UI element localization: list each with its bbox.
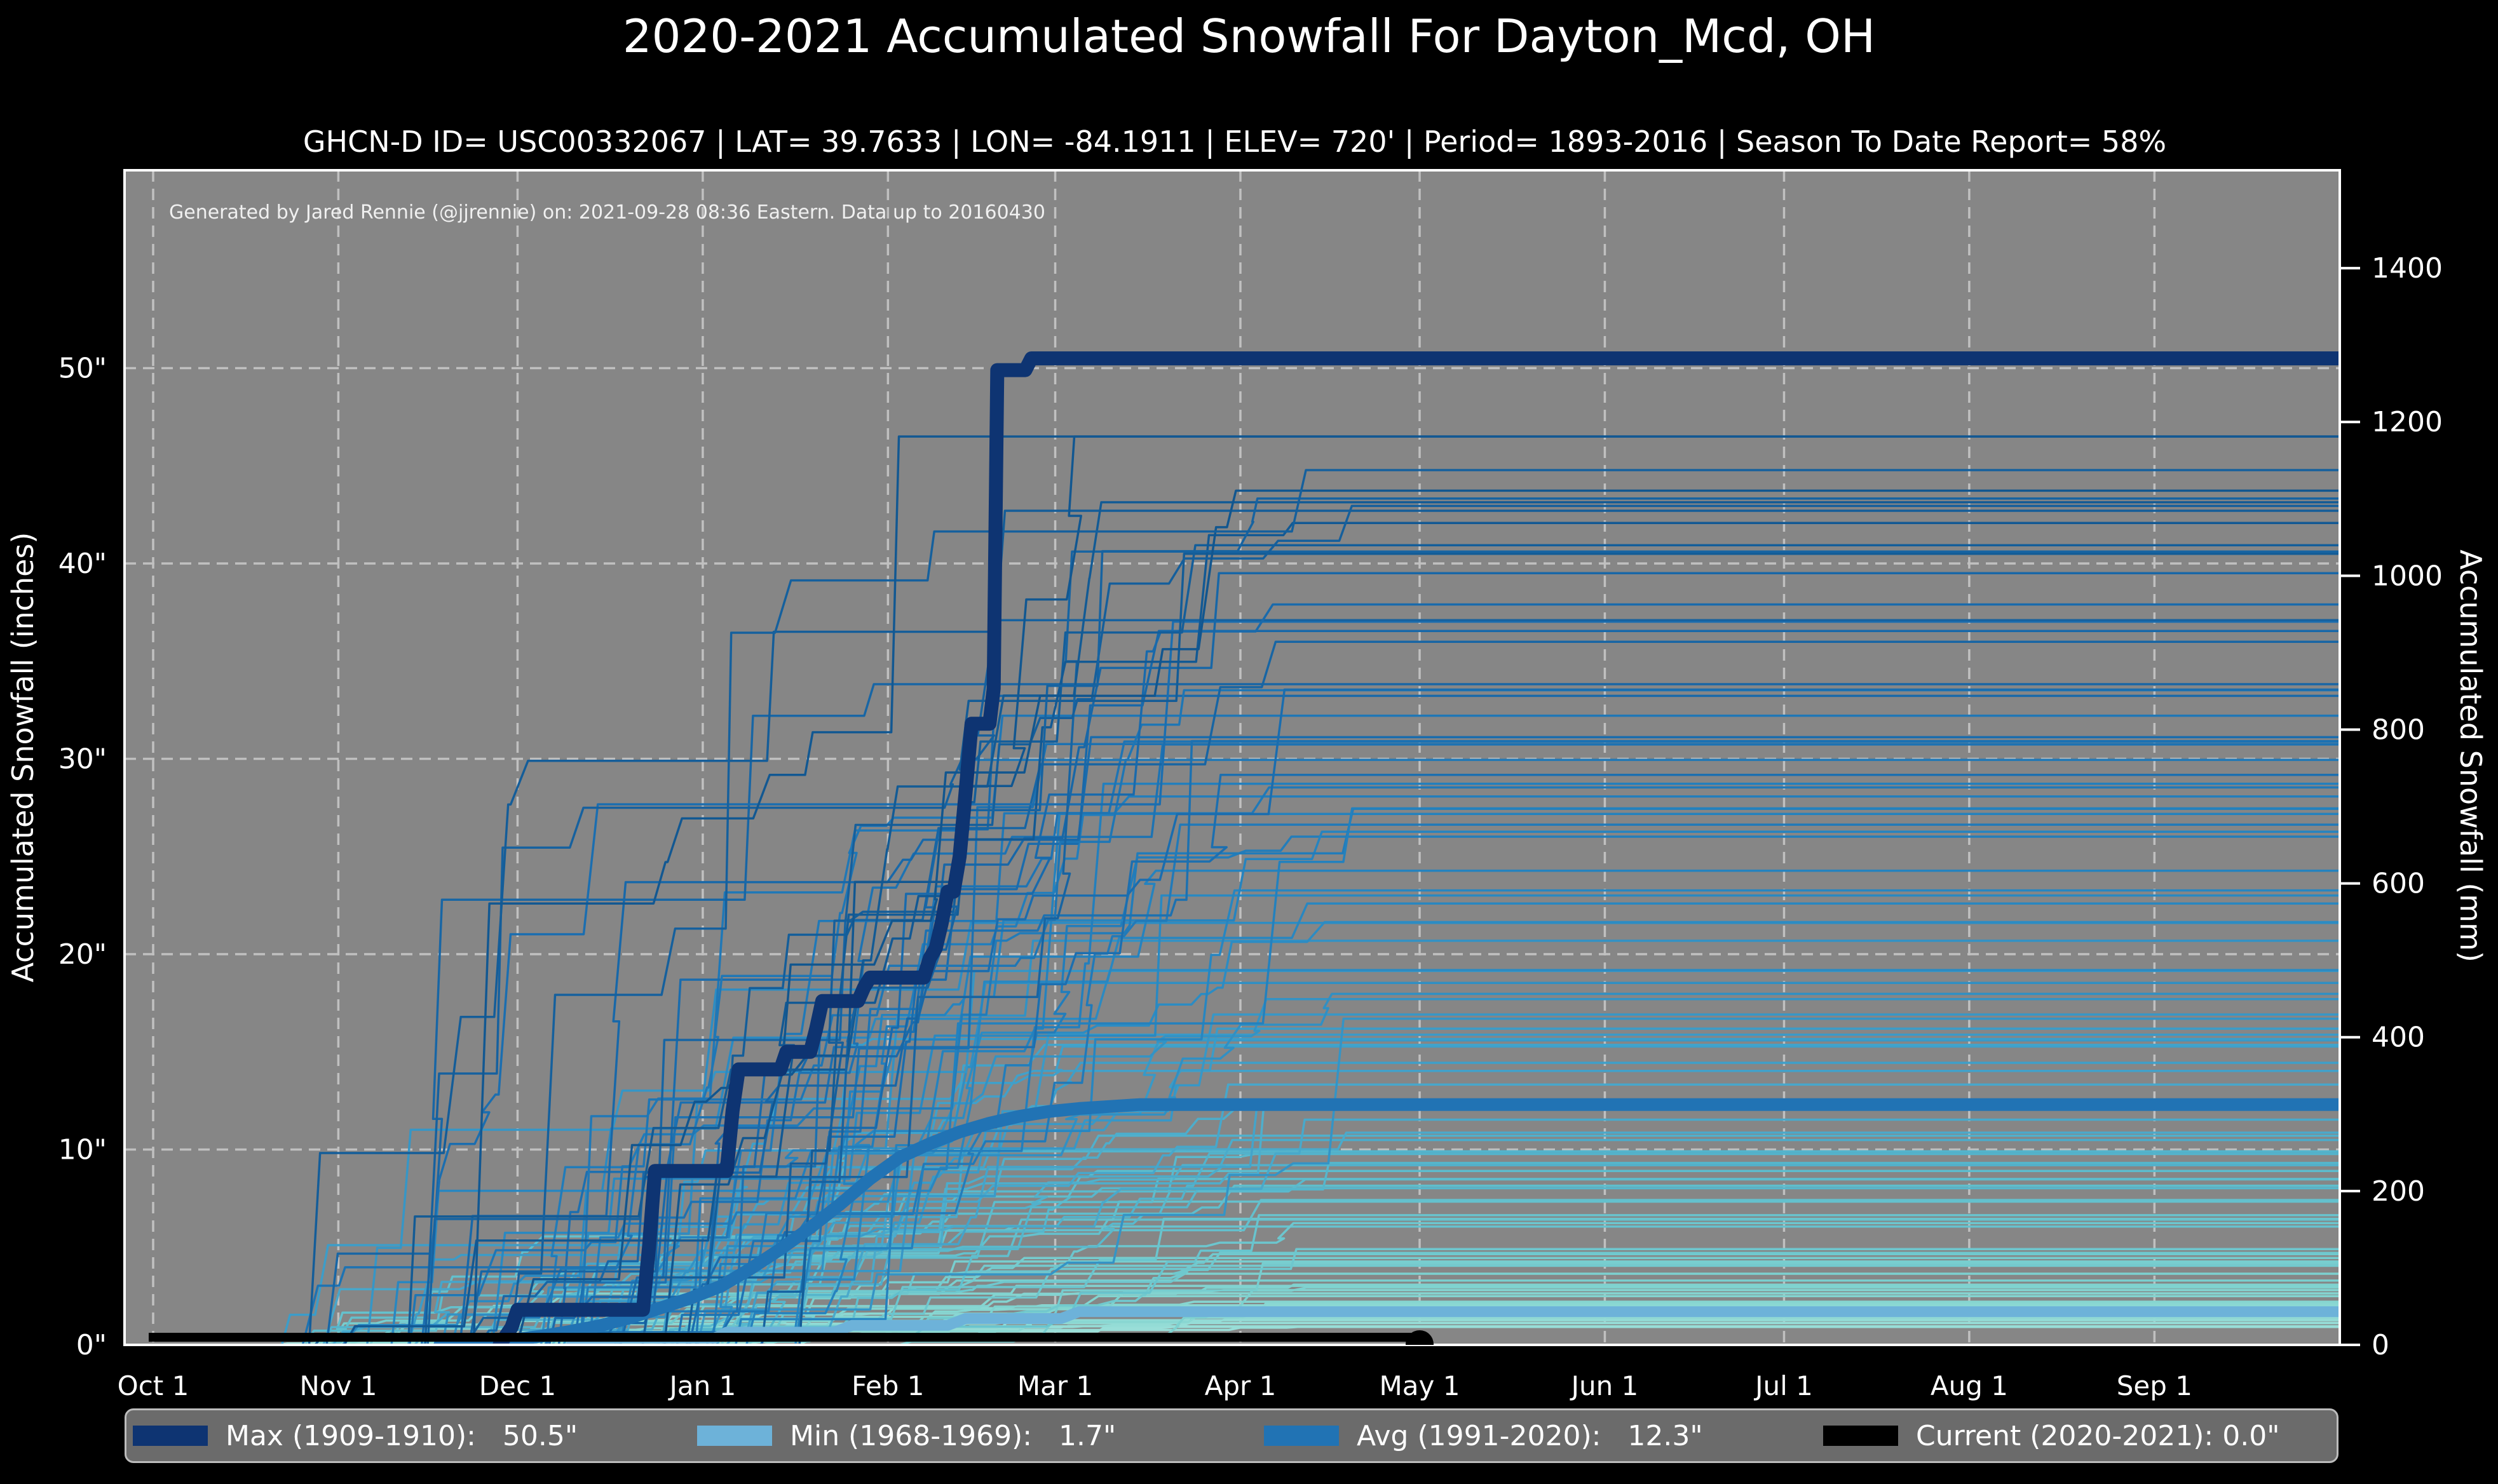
legend-entry-min: Min (1968-1969): 1.7" — [697, 1410, 1116, 1461]
legend-entry-avg: Avg (1991-2020): 12.3" — [1264, 1410, 1703, 1461]
svg-text:Jun 1: Jun 1 — [1570, 1370, 1639, 1401]
svg-text:1000: 1000 — [2372, 560, 2443, 592]
plot-area — [125, 170, 2340, 1345]
svg-text:Dec 1: Dec 1 — [479, 1370, 556, 1401]
right-axis-label: Accumulated Snowfall (mm) — [2454, 550, 2488, 962]
svg-text:Oct 1: Oct 1 — [118, 1370, 189, 1401]
legend-entry-max: Max (1909-1910): 50.5" — [133, 1410, 578, 1461]
current-season-end-dot — [1406, 1330, 1434, 1345]
left-axis-tick-labels: 0" 10" 20" 30" 40" 50" — [58, 353, 107, 1362]
generated-by-annotation: Generated by Jared Rennie (@jjrennie) on… — [169, 201, 1045, 224]
svg-text:Sep 1: Sep 1 — [2117, 1370, 2192, 1401]
legend-label-current: Current (2020-2021): 0.0" — [1916, 1419, 2280, 1452]
svg-text:Jan 1: Jan 1 — [667, 1370, 736, 1401]
svg-text:May 1: May 1 — [1380, 1370, 1460, 1401]
svg-text:400: 400 — [2372, 1022, 2425, 1054]
svg-text:Nov 1: Nov 1 — [299, 1370, 377, 1401]
right-axis-ticks: 0 200 400 600 800 1000 1200 1400 — [2340, 252, 2443, 1361]
svg-text:1200: 1200 — [2372, 406, 2443, 438]
min-line-swatch — [697, 1426, 772, 1446]
svg-text:Aug 1: Aug 1 — [1931, 1370, 2008, 1401]
current-line-swatch — [1823, 1426, 1898, 1446]
avg-season-line — [433, 1098, 2340, 1345]
legend-label-min: Min (1968-1969): 1.7" — [790, 1419, 1117, 1452]
page-title: 2020-2021 Accumulated Snowfall For Dayto… — [622, 10, 1876, 63]
svg-text:200: 200 — [2372, 1175, 2425, 1208]
legend-label-avg: Avg (1991-2020): 12.3" — [1357, 1419, 1703, 1452]
legend-label-max: Max (1909-1910): 50.5" — [226, 1419, 578, 1452]
svg-text:Mar 1: Mar 1 — [1017, 1370, 1093, 1401]
svg-text:Feb 1: Feb 1 — [852, 1370, 924, 1401]
svg-text:10": 10" — [58, 1134, 107, 1166]
plot-spines — [123, 169, 2341, 1346]
svg-text:Jul 1: Jul 1 — [1753, 1370, 1813, 1401]
chart-subtitle: GHCN-D ID= USC00332067 | LAT= 39.7633 | … — [302, 125, 2167, 159]
svg-text:Apr 1: Apr 1 — [1205, 1370, 1277, 1401]
avg-line-swatch — [1264, 1426, 1339, 1446]
max-season-line — [492, 351, 2340, 1345]
x-axis-tick-labels: Oct 1 Nov 1 Dec 1 Jan 1 Feb 1 Mar 1 Apr 1 May 1… — [118, 1370, 2192, 1401]
left-axis-label: Accumulated Snowfall (inches) — [6, 532, 40, 983]
svg-text:30": 30" — [58, 743, 107, 776]
legend-entry-current: Current (2020-2021): 0.0" — [1823, 1410, 2279, 1461]
svg-text:20": 20" — [58, 938, 107, 971]
legend: Max (1909-1910): 50.5" Min (1968-1969): … — [125, 1408, 2338, 1463]
max-line-swatch — [133, 1426, 208, 1446]
svg-text:1400: 1400 — [2372, 252, 2443, 285]
svg-text:40": 40" — [58, 548, 107, 580]
current-season-line — [149, 1330, 1434, 1345]
svg-text:0": 0" — [76, 1329, 107, 1361]
svg-text:0: 0 — [2372, 1329, 2389, 1361]
svg-text:50": 50" — [58, 353, 107, 385]
svg-text:800: 800 — [2372, 713, 2425, 746]
svg-text:600: 600 — [2372, 868, 2425, 900]
